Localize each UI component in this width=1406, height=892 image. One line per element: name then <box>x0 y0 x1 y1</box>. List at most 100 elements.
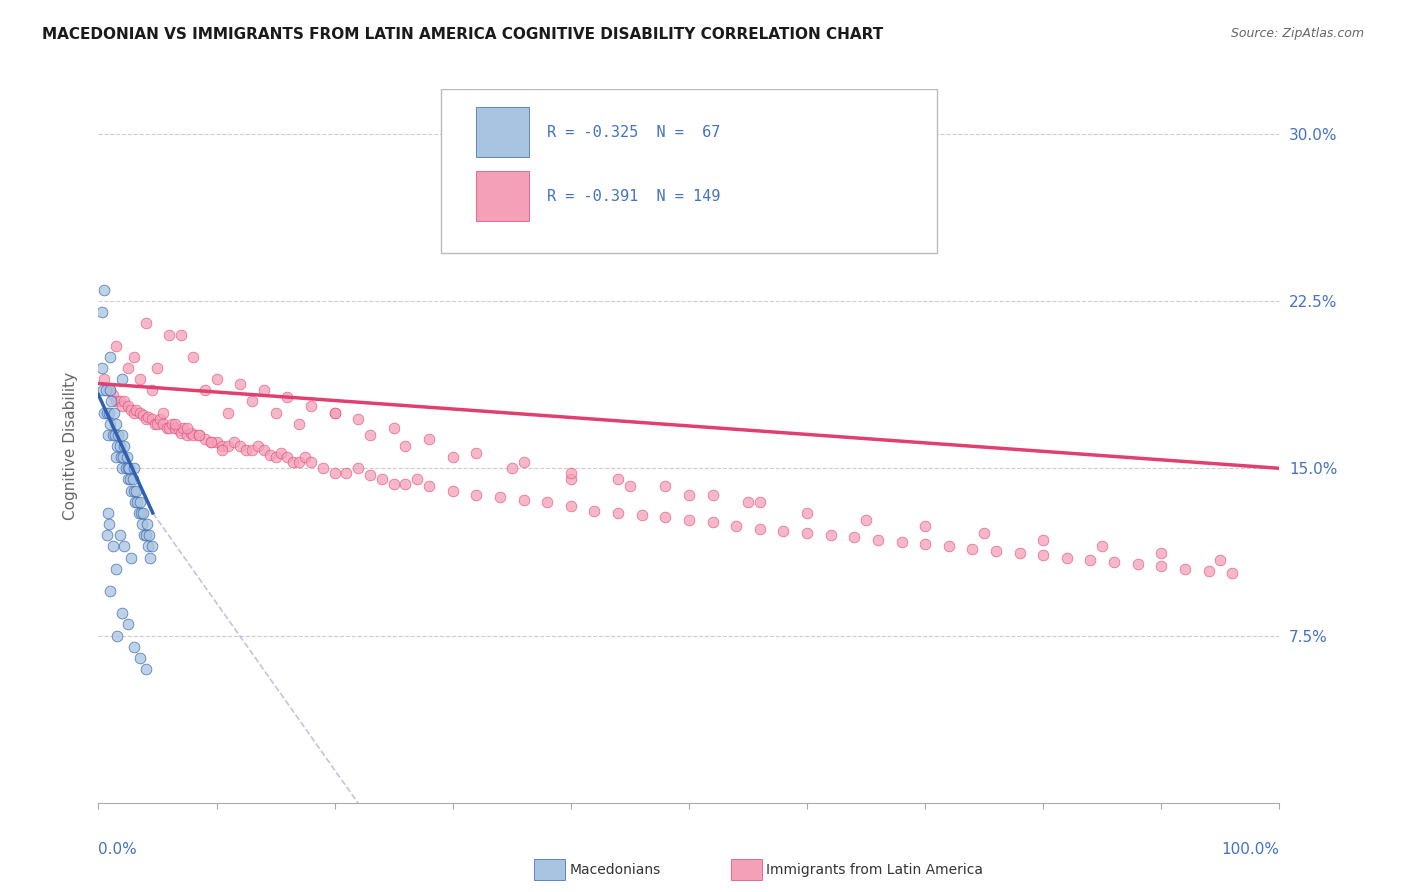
Point <box>117 617 139 632</box>
Point <box>132 506 155 520</box>
Point <box>105 562 128 576</box>
Point <box>323 405 346 420</box>
Point <box>359 427 381 442</box>
Point <box>122 483 145 498</box>
Point <box>110 450 132 465</box>
Point <box>112 539 135 553</box>
Point <box>560 466 582 480</box>
Point <box>131 517 153 532</box>
Point <box>165 417 187 431</box>
Point <box>796 506 818 520</box>
Point <box>105 628 128 642</box>
Point <box>107 427 129 442</box>
Point <box>114 461 136 475</box>
Point <box>91 305 114 319</box>
Point <box>299 399 322 413</box>
Point <box>122 405 145 420</box>
Point <box>105 394 128 409</box>
Point <box>217 439 239 453</box>
Point <box>105 338 128 352</box>
Point <box>98 405 121 420</box>
Point <box>211 443 233 458</box>
Point <box>128 651 150 665</box>
Point <box>418 479 440 493</box>
Point <box>288 417 311 431</box>
Point <box>607 473 630 487</box>
FancyBboxPatch shape <box>441 89 936 253</box>
Point <box>125 403 148 417</box>
Point <box>93 283 115 297</box>
Point <box>128 506 150 520</box>
Point <box>112 394 135 409</box>
Point <box>796 526 818 541</box>
Point <box>121 403 143 417</box>
Point <box>98 583 121 598</box>
Point <box>418 433 440 447</box>
Point <box>121 483 143 498</box>
Point <box>914 537 936 551</box>
Point <box>143 417 166 431</box>
Point <box>264 405 287 420</box>
Point <box>938 539 960 553</box>
Point <box>1150 559 1173 574</box>
Point <box>98 350 121 364</box>
Point <box>111 399 134 413</box>
Point <box>128 372 150 386</box>
Point <box>105 439 128 453</box>
Point <box>1032 548 1054 563</box>
Bar <box>477 171 530 221</box>
Point <box>141 539 163 553</box>
Point <box>121 473 143 487</box>
Point <box>160 417 183 431</box>
Point <box>866 533 889 547</box>
Point <box>211 439 233 453</box>
Point <box>117 473 139 487</box>
Point <box>1091 539 1114 553</box>
Point <box>890 534 912 549</box>
Point <box>176 427 198 442</box>
Point <box>112 450 135 465</box>
Point <box>299 455 322 469</box>
Point <box>246 439 269 453</box>
Point <box>156 421 179 435</box>
Point <box>129 506 152 520</box>
Point <box>98 417 121 431</box>
Point <box>984 543 1007 558</box>
Point <box>96 405 118 420</box>
Point <box>120 473 142 487</box>
Point <box>128 405 150 420</box>
Point <box>139 550 162 565</box>
Point <box>229 376 252 391</box>
Point <box>294 450 316 465</box>
Point <box>489 490 512 504</box>
Point <box>962 541 984 556</box>
Point <box>136 410 159 425</box>
Point <box>654 479 676 493</box>
Point <box>240 394 263 409</box>
Point <box>157 421 180 435</box>
Bar <box>477 107 530 157</box>
Point <box>176 421 198 435</box>
Point <box>117 360 139 375</box>
Point <box>394 439 416 453</box>
Point <box>108 439 131 453</box>
Point <box>111 372 134 386</box>
Point <box>152 405 174 420</box>
Point <box>1220 566 1243 581</box>
Point <box>124 494 146 508</box>
Point <box>229 439 252 453</box>
Point <box>441 483 464 498</box>
Point <box>170 327 193 342</box>
Point <box>205 372 228 386</box>
Point <box>312 461 335 475</box>
Point <box>288 455 311 469</box>
Point <box>122 461 145 475</box>
Point <box>371 473 394 487</box>
Point <box>105 450 128 465</box>
Point <box>855 512 877 526</box>
Point <box>98 517 121 532</box>
Point <box>180 425 202 440</box>
Point <box>172 421 194 435</box>
Point <box>253 443 276 458</box>
Point <box>112 439 135 453</box>
